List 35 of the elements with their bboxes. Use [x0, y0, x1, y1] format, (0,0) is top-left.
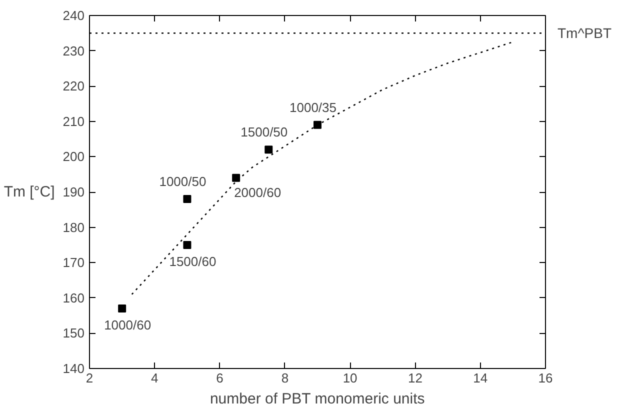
y-tick-label: 220 — [62, 78, 85, 94]
x-tick-label: 14 — [473, 370, 488, 386]
annotation: 1000/50 — [159, 174, 206, 190]
y-tick-label: 160 — [62, 290, 85, 306]
y-tick-label: 200 — [62, 149, 85, 164]
x-tick-label: 6 — [216, 370, 224, 386]
y-tick-label: 190 — [62, 184, 85, 200]
y-tick-label: 140 — [62, 361, 85, 376]
x-tick-label: 16 — [538, 370, 553, 386]
point — [183, 240, 192, 249]
x-tick-label: 10 — [342, 370, 358, 386]
point — [118, 304, 126, 312]
point — [314, 120, 322, 129]
y-tick-label: 170 — [62, 255, 85, 270]
annotation: 1000/35 — [290, 100, 336, 115]
y-tick-label: 230 — [62, 43, 85, 58]
point — [232, 174, 240, 182]
annotation: 2000/60 — [234, 184, 282, 200]
y-axis-title: Tm [°C] — [4, 184, 55, 200]
point — [264, 146, 273, 154]
y-tick-label: 180 — [62, 220, 85, 235]
point — [183, 195, 192, 204]
line-series — [131, 41, 514, 296]
x-axis-title: number of PBT monomeric units — [210, 390, 425, 408]
annotation: 1500/50 — [240, 124, 288, 140]
y-tick-label: 150 — [62, 326, 85, 341]
annotation: 1500/60 — [169, 254, 216, 269]
ref-line-label: Tm^PBT — [558, 25, 612, 42]
x-tick-label: 12 — [408, 370, 422, 386]
y-tick-label: 210 — [62, 114, 85, 129]
x-tick-label: 2 — [86, 370, 94, 386]
annotation: 1000/60 — [104, 317, 152, 332]
x-tick-label: 8 — [281, 370, 289, 386]
x-tick-label: 4 — [151, 370, 158, 386]
y-tick-label: 240 — [62, 8, 85, 23]
